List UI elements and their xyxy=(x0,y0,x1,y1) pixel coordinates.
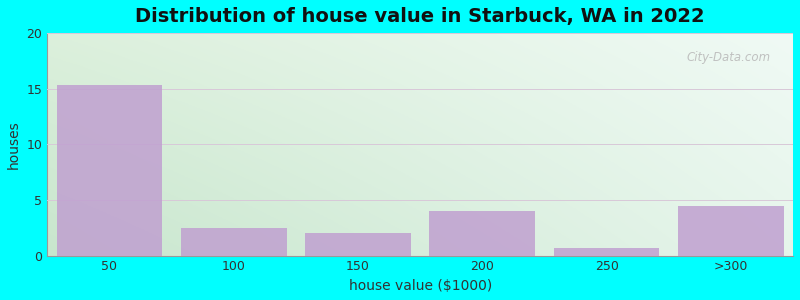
Y-axis label: houses: houses xyxy=(7,120,21,169)
Bar xyxy=(181,228,286,256)
Bar xyxy=(678,206,784,256)
Bar xyxy=(430,211,535,256)
Bar xyxy=(554,248,659,256)
Bar xyxy=(305,233,411,256)
X-axis label: house value ($1000): house value ($1000) xyxy=(349,279,492,293)
Title: Distribution of house value in Starbuck, WA in 2022: Distribution of house value in Starbuck,… xyxy=(135,7,705,26)
Bar xyxy=(57,85,162,256)
Text: City-Data.com: City-Data.com xyxy=(686,51,770,64)
